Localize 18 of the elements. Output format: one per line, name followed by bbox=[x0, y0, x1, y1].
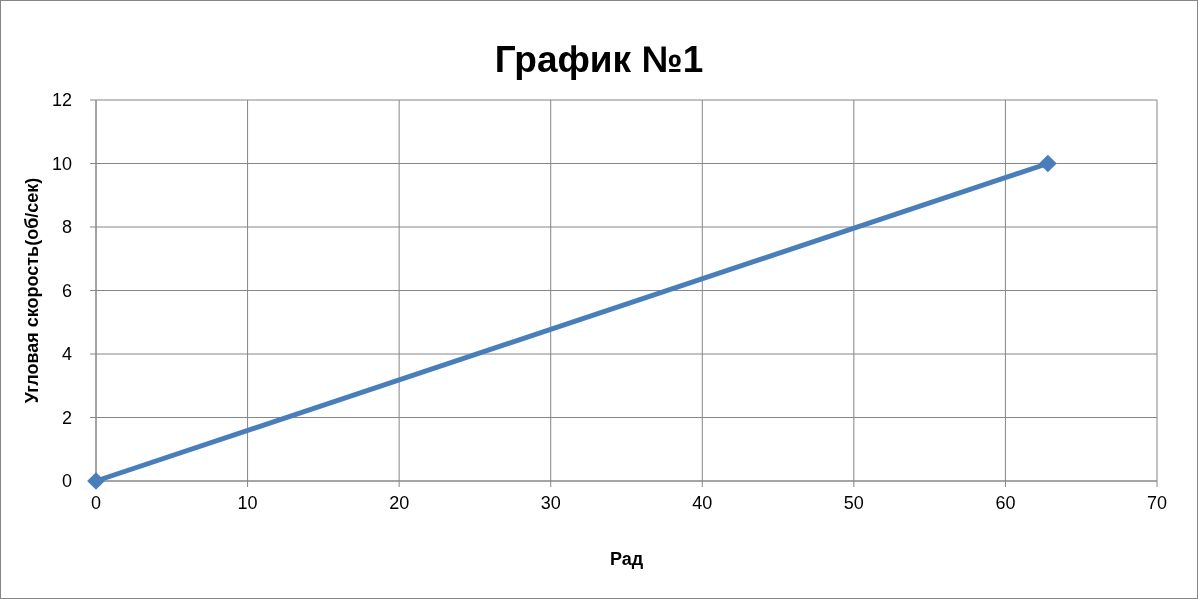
x-tick-label: 70 bbox=[1146, 493, 1168, 513]
x-tick-label: 10 bbox=[237, 493, 258, 513]
y-tick-label: 6 bbox=[61, 280, 72, 301]
y-tick-label: 10 bbox=[51, 153, 72, 174]
y-axis-title: Угловая скорость(об/сек) bbox=[22, 177, 42, 404]
chart-title: График №1 bbox=[494, 39, 704, 80]
y-tick-label: 12 bbox=[51, 90, 72, 110]
y-tick-label: 8 bbox=[61, 217, 72, 237]
y-tick-label: 4 bbox=[61, 344, 72, 364]
y-tick-label: 0 bbox=[61, 471, 72, 491]
x-tick-label: 20 bbox=[389, 493, 410, 513]
x-tick-label: 40 bbox=[692, 493, 713, 513]
x-tick-label: 30 bbox=[540, 493, 561, 513]
y-tick-label: 2 bbox=[61, 407, 72, 428]
x-tick-label: 60 bbox=[995, 493, 1016, 513]
x-tick-label: 0 bbox=[90, 493, 102, 513]
x-tick-label: 50 bbox=[843, 493, 864, 513]
x-axis-title: Рад bbox=[609, 549, 644, 569]
